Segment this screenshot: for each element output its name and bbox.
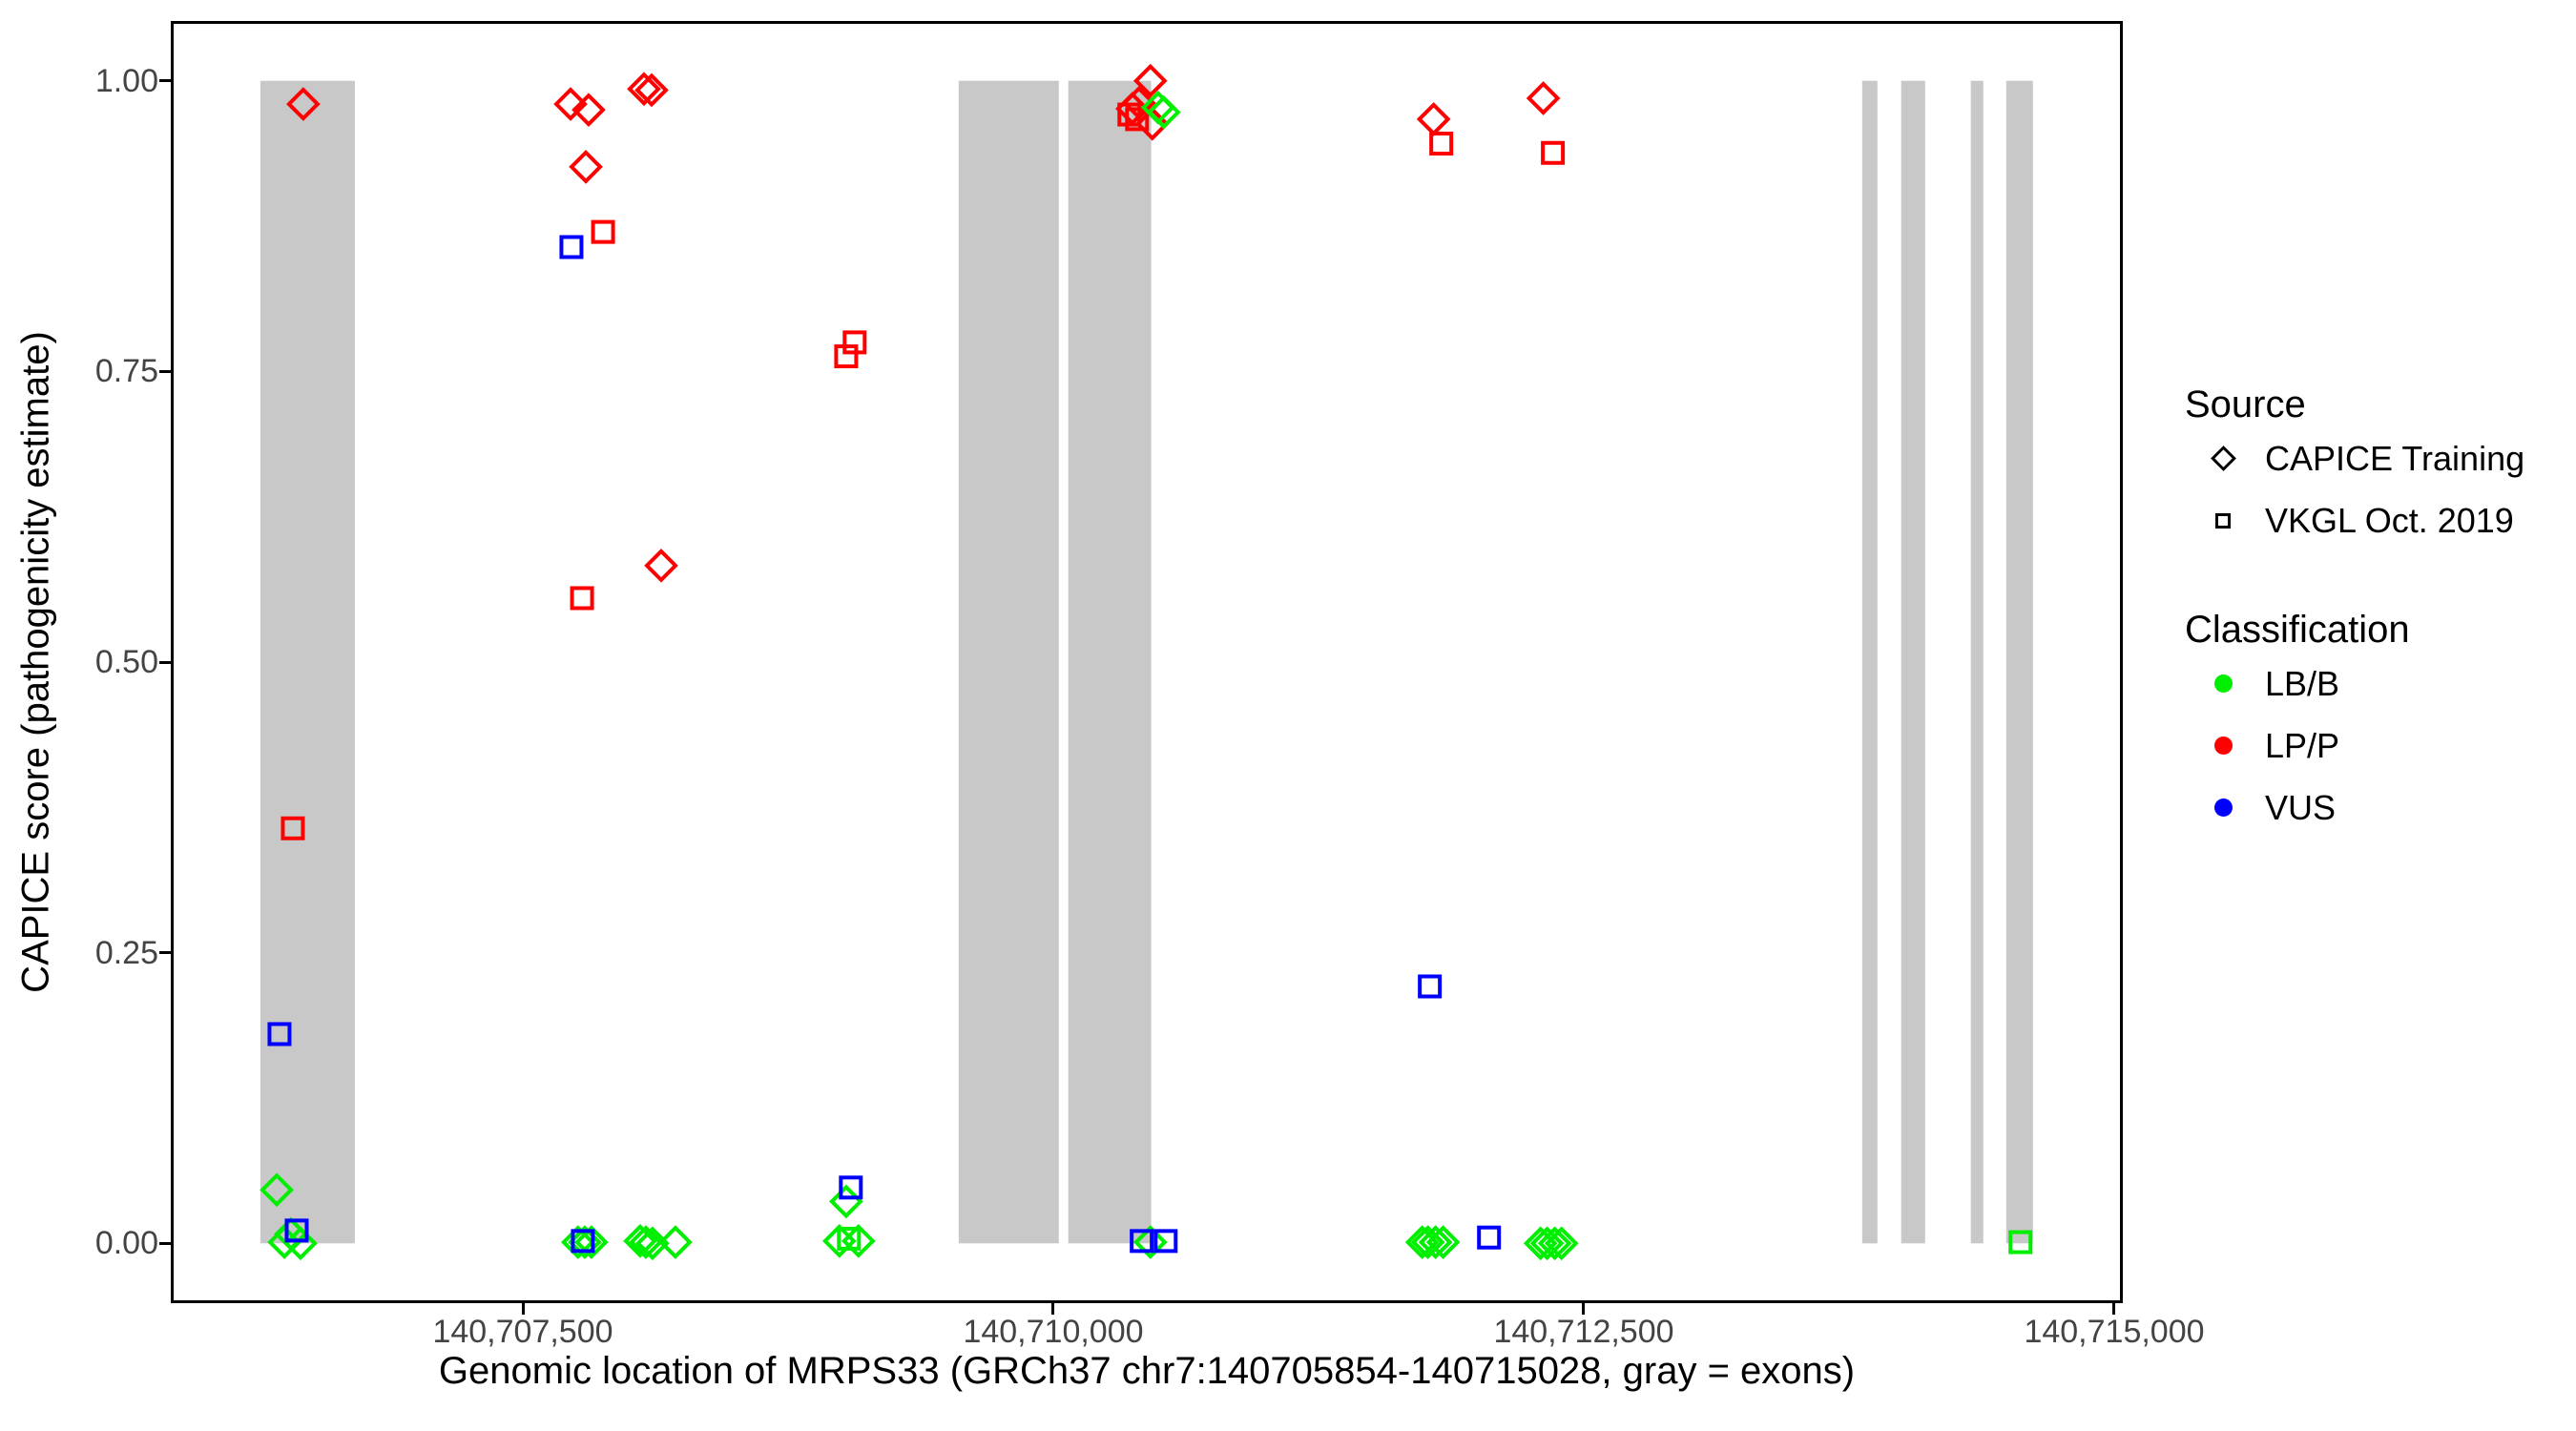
x-tick-label: 140,715,000	[2024, 1314, 2205, 1350]
y-tick-label: 1.00	[94, 63, 158, 99]
y-tick-mark	[159, 370, 171, 373]
data-point-diamond	[623, 1224, 657, 1258]
data-point-diamond	[286, 87, 321, 121]
data-point-square	[1541, 140, 1566, 165]
legend-item-label: VUS	[2265, 787, 2337, 827]
exon-bar	[1901, 80, 1925, 1244]
data-point-diamond	[569, 150, 603, 184]
legend-symbol-cell	[2204, 798, 2242, 817]
data-point-square	[1429, 132, 1454, 156]
data-point-square	[2008, 1230, 2033, 1255]
exon-bar	[2005, 80, 2033, 1244]
legend-item-label: LP/P	[2265, 725, 2340, 765]
legend-item-lbb: LB/B	[2185, 653, 2524, 715]
y-tick-label: 0.25	[94, 935, 158, 971]
plot-points-svg	[260, 63, 2033, 1261]
data-point-diamond	[283, 1226, 318, 1261]
data-point-diamond	[574, 1225, 609, 1259]
x-tick-mark	[1582, 1303, 1585, 1315]
data-point-square	[837, 1226, 862, 1251]
legend-symbol-cell	[2204, 512, 2242, 529]
data-point-square	[1130, 1229, 1154, 1254]
data-point-diamond	[644, 549, 678, 583]
data-point-diamond	[1544, 1226, 1579, 1261]
y-tick-label: 0.75	[94, 353, 158, 389]
data-point-diamond	[1526, 81, 1561, 115]
data-point-diamond	[1425, 1225, 1461, 1259]
data-point-square	[280, 816, 305, 840]
legend-spacer	[2185, 551, 2524, 609]
legend-classification-title: Classification	[2185, 609, 2410, 651]
legend-symbol-cell	[2204, 446, 2242, 471]
green-dot-icon	[2213, 674, 2233, 693]
data-point-diamond	[1537, 1226, 1572, 1261]
x-axis-title: Genomic location of MRPS33 (GRCh37 chr7:…	[438, 1350, 1856, 1392]
legend: Source CAPICE Training VKGL Oct. 2019 Cl…	[2185, 384, 2524, 839]
exon-bar	[1861, 80, 1878, 1244]
x-tick-mark	[1051, 1303, 1054, 1315]
data-point-square	[839, 1175, 863, 1200]
y-axis-title: CAPICE score (pathogenicity estimate)	[14, 331, 57, 993]
data-point-square	[591, 219, 615, 244]
square-outline-icon	[2215, 512, 2231, 529]
data-point-square	[267, 1022, 292, 1047]
blue-dot-icon	[2213, 798, 2233, 817]
legend-item-vus: VUS	[2185, 777, 2524, 839]
data-point-diamond	[1410, 1225, 1445, 1259]
red-dot-icon	[2213, 736, 2233, 755]
legend-item-label: VKGL Oct. 2019	[2265, 500, 2514, 540]
data-point-diamond	[1132, 63, 1168, 98]
legend-item-lpp: LP/P	[2185, 715, 2524, 777]
data-point-diamond	[627, 72, 661, 107]
exon-bar	[1068, 80, 1152, 1244]
data-point-square	[1418, 974, 1443, 999]
data-point-square	[559, 235, 584, 259]
exon-bar	[260, 80, 355, 1244]
y-tick-label: 0.00	[94, 1225, 158, 1261]
x-tick-label: 140,710,000	[963, 1314, 1144, 1350]
data-point-diamond	[571, 93, 606, 128]
exon-bar	[958, 80, 1059, 1244]
data-point-square	[1477, 1225, 1502, 1250]
data-point-diamond	[1146, 94, 1181, 130]
data-point-square	[1117, 102, 1142, 127]
x-tick-label: 140,712,500	[1493, 1314, 1674, 1350]
data-point-diamond	[260, 1172, 294, 1208]
legend-symbol-cell	[2204, 736, 2242, 755]
data-point-square	[284, 1218, 309, 1243]
exon-bar	[1970, 80, 1984, 1244]
legend-item-vkgl: VKGL Oct. 2019	[2185, 489, 2524, 551]
data-point-diamond	[658, 1225, 693, 1259]
data-point-diamond	[1416, 102, 1451, 136]
y-tick-mark	[159, 1242, 171, 1245]
data-point-diamond	[829, 1184, 863, 1219]
x-tick-label: 140,707,500	[432, 1314, 613, 1350]
data-point-diamond	[1529, 1226, 1565, 1261]
x-tick-mark	[522, 1303, 525, 1315]
data-point-square	[1153, 1229, 1178, 1254]
data-point-square	[571, 1229, 595, 1254]
data-point-square	[1125, 107, 1150, 132]
legend-source-title: Source	[2185, 384, 2306, 425]
x-tick-mark	[2112, 1303, 2115, 1315]
y-tick-mark	[159, 661, 171, 664]
diamond-outline-icon	[2210, 446, 2236, 471]
data-point-diamond	[561, 1225, 595, 1259]
data-point-diamond	[841, 1224, 876, 1258]
y-tick-label: 0.50	[94, 644, 158, 680]
data-point-square	[570, 586, 594, 611]
legend-item-label: LB/B	[2265, 663, 2340, 703]
data-point-diamond	[1418, 1225, 1453, 1259]
data-point-diamond	[634, 73, 669, 108]
data-point-diamond	[629, 1225, 663, 1259]
y-tick-mark	[159, 79, 171, 82]
data-point-square	[834, 344, 859, 369]
data-point-diamond	[1132, 1225, 1168, 1259]
data-point-diamond	[553, 87, 588, 121]
legend-item-label: CAPICE Training	[2265, 438, 2525, 478]
legend-symbol-cell	[2204, 674, 2242, 693]
legend-item-capice-training: CAPICE Training	[2185, 427, 2524, 489]
y-tick-mark	[159, 951, 171, 954]
